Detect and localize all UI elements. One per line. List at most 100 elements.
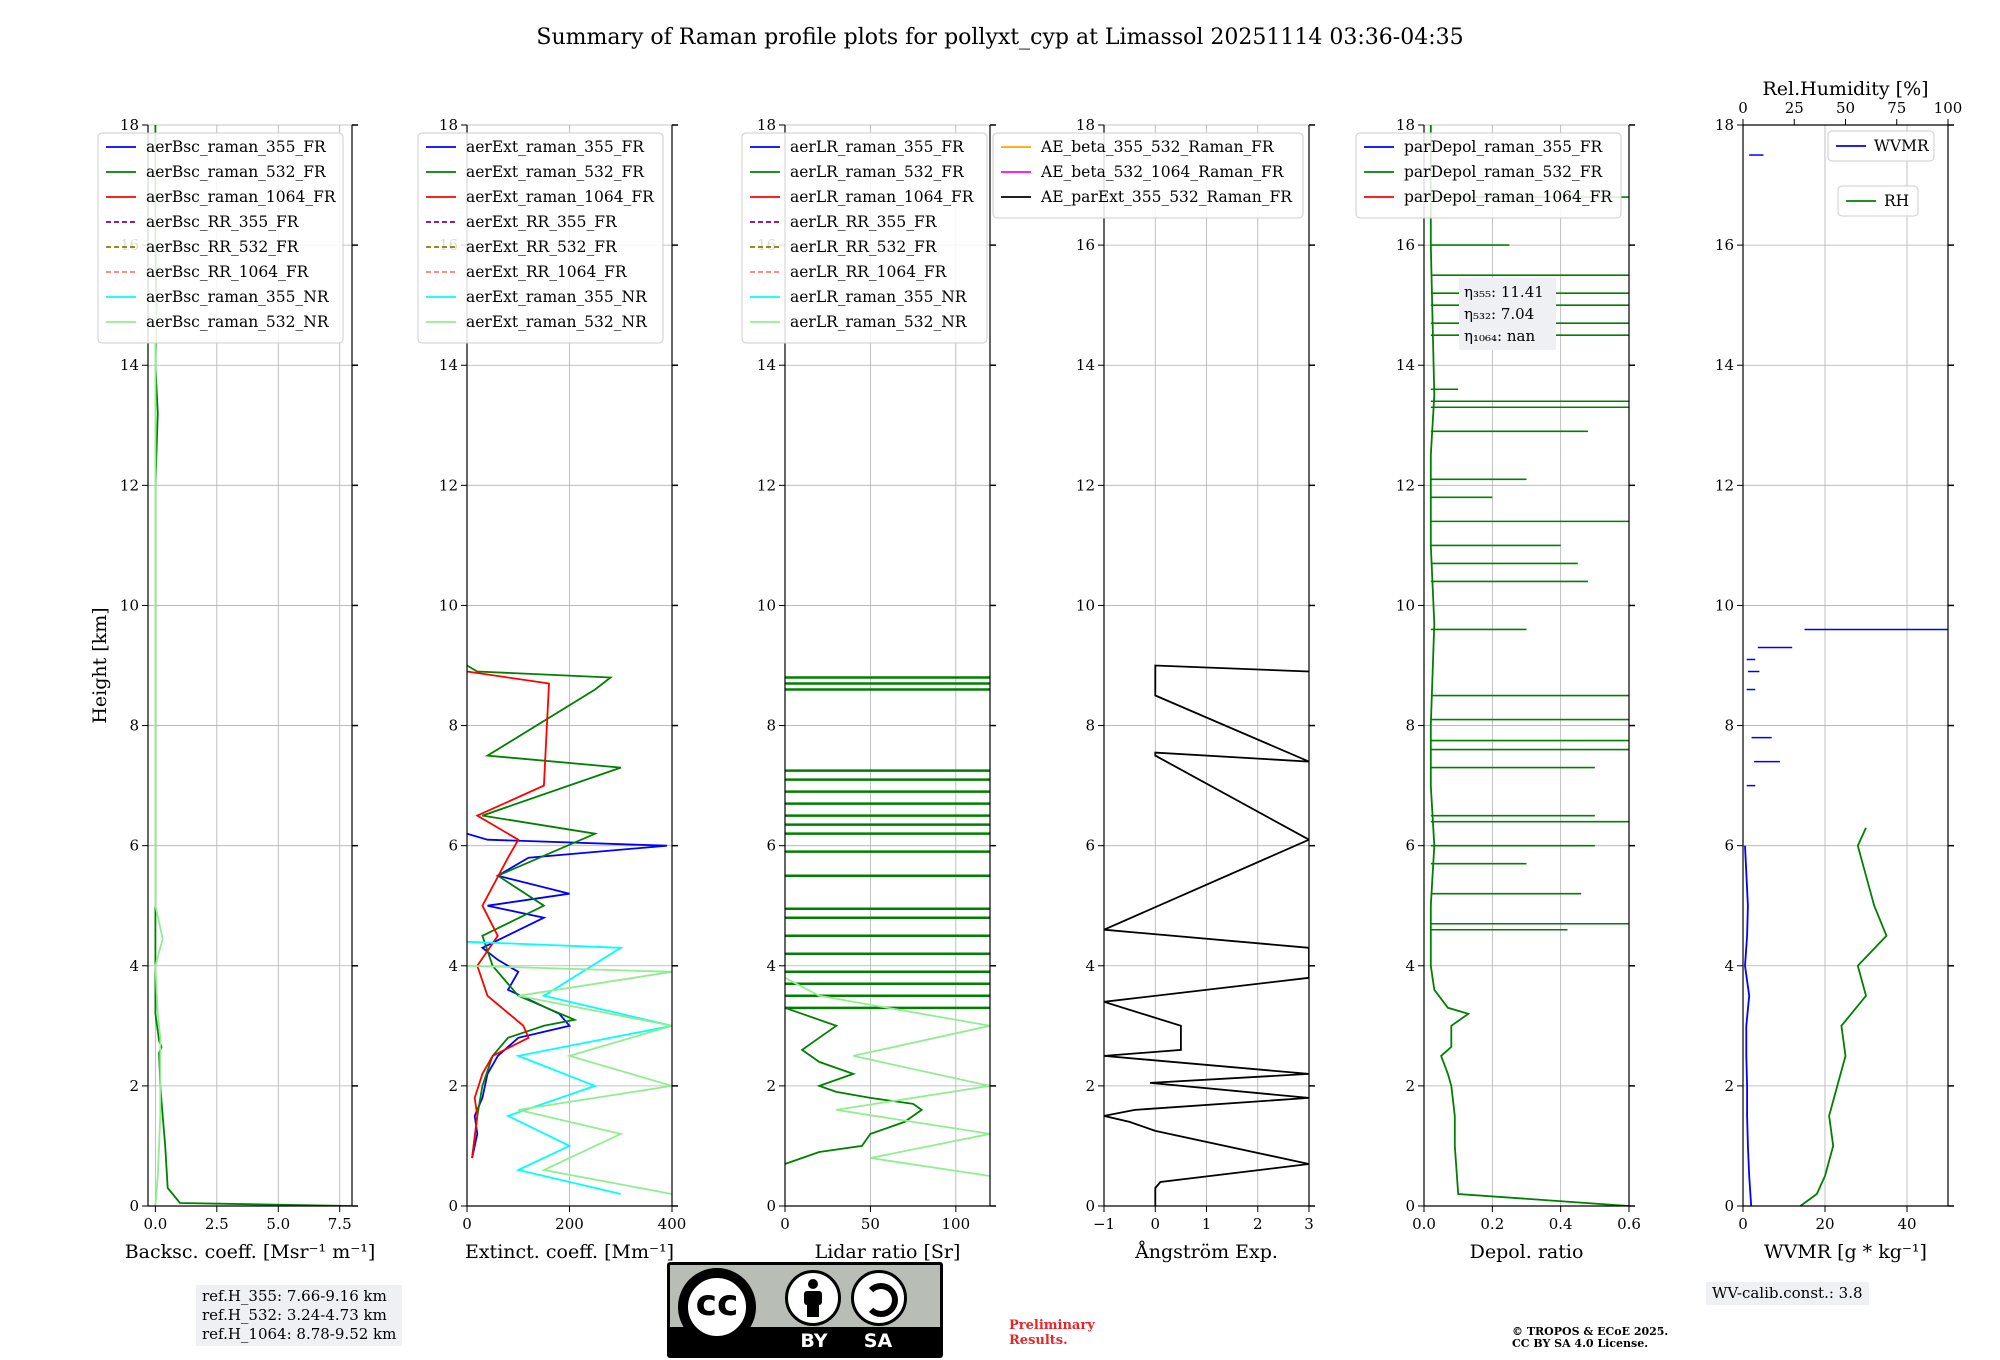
y-tick-label: 18 bbox=[1396, 116, 1415, 134]
legend-label: aerBsc_raman_532_FR bbox=[146, 163, 327, 181]
x-tick-label: 400 bbox=[658, 1215, 687, 1233]
y-tick-label: 14 bbox=[1715, 356, 1734, 374]
y-tick-label: 0 bbox=[448, 1197, 458, 1215]
y-tick-label: 18 bbox=[1715, 116, 1734, 134]
y-tick-label: 10 bbox=[1076, 596, 1095, 614]
y-tick-label: 2 bbox=[1405, 1077, 1415, 1095]
y-tick-label: 10 bbox=[1715, 596, 1734, 614]
series-aerExt_raman_355_FR bbox=[467, 832, 667, 1159]
x-tick-label: 20 bbox=[1815, 1215, 1834, 1233]
ref-h-532: ref.H_532: 3.24-4.73 km bbox=[202, 1306, 387, 1324]
x-tick-label: 40 bbox=[1897, 1215, 1916, 1233]
legend-label: parDepol_raman_355_FR bbox=[1404, 138, 1604, 156]
x-tick-label: 7.5 bbox=[328, 1215, 352, 1233]
y-tick-label: 4 bbox=[1724, 957, 1734, 975]
eta-annotation-box bbox=[1459, 278, 1556, 350]
legend-label: aerLR_raman_355_FR bbox=[790, 138, 965, 156]
x-tick-label: −1 bbox=[1093, 1215, 1115, 1233]
y-tick-label: 6 bbox=[1405, 837, 1415, 855]
y-tick-label: 12 bbox=[757, 476, 776, 494]
y-tick-label: 12 bbox=[1715, 476, 1734, 494]
y-tick-label: 12 bbox=[1076, 476, 1095, 494]
x-tick-label: 0.0 bbox=[1412, 1215, 1436, 1233]
x-axis-label: Extinct. coeff. [Mm⁻¹] bbox=[465, 1241, 674, 1263]
plot-area bbox=[154, 125, 352, 1206]
y-tick-label: 8 bbox=[448, 717, 458, 735]
reference-height-note: ref.H_355: 7.66-9.16 km ref.H_532: 3.24-… bbox=[196, 1285, 403, 1346]
x-tick-label: 1 bbox=[1202, 1215, 1212, 1233]
figure-title: Summary of Raman profile plots for polly… bbox=[536, 25, 1463, 50]
y-tick-label: 18 bbox=[757, 116, 776, 134]
y-tick-label: 2 bbox=[766, 1077, 776, 1095]
y-tick-label: 2 bbox=[1085, 1077, 1095, 1095]
wv-calibration-note: WV-calib.const.: 3.8 bbox=[1706, 1282, 1869, 1305]
series-aerLR_raman_532_FR bbox=[785, 1006, 924, 1165]
y-tick-label: 8 bbox=[766, 717, 776, 735]
legend-label: aerBsc_raman_355_FR bbox=[146, 138, 327, 156]
series-parDepol_raman_532_FR bbox=[1429, 125, 1629, 1206]
legend-label: aerBsc_raman_1064_FR bbox=[146, 188, 337, 206]
legend-label: aerExt_raman_532_FR bbox=[466, 163, 645, 181]
x-tick-label: 0 bbox=[780, 1215, 790, 1233]
y-tick-label: 8 bbox=[1085, 717, 1095, 735]
top-x-tick-label: 25 bbox=[1785, 99, 1804, 117]
legend-label: AE_beta_355_532_Raman_FR bbox=[1040, 138, 1275, 156]
x-axis-label: Ångström Exp. bbox=[1134, 1241, 1278, 1263]
y-tick-label: 18 bbox=[439, 116, 458, 134]
x-tick-label: 3 bbox=[1304, 1215, 1314, 1233]
y-tick-label: 16 bbox=[1076, 236, 1095, 254]
series-aerExt_raman_532_FR bbox=[467, 664, 622, 1159]
eta-annotation: η₁₀₆₄: nan bbox=[1464, 327, 1535, 345]
y-tick-label: 2 bbox=[1724, 1077, 1734, 1095]
y-axis-label: Height [km] bbox=[89, 607, 111, 723]
copyright-line-2: CC BY SA 4.0 License. bbox=[1512, 1337, 1649, 1350]
y-tick-label: 12 bbox=[439, 476, 458, 494]
y-tick-label: 2 bbox=[448, 1077, 458, 1095]
legend-box bbox=[992, 132, 1304, 219]
y-tick-label: 10 bbox=[1396, 596, 1415, 614]
legend-label: RH bbox=[1884, 192, 1909, 210]
x-tick-label: 100 bbox=[942, 1215, 971, 1233]
legend-label: aerExt_RR_355_FR bbox=[466, 213, 618, 231]
legend-label: WVMR bbox=[1874, 137, 1930, 155]
y-tick-label: 4 bbox=[766, 957, 776, 975]
legend-label: aerExt_RR_532_FR bbox=[466, 238, 618, 256]
y-tick-label: 14 bbox=[120, 356, 139, 374]
series-aerExt_raman_532_NR bbox=[467, 964, 672, 1195]
x-tick-label: 0.2 bbox=[1480, 1215, 1504, 1233]
series-WVMR bbox=[1744, 845, 1753, 1206]
legend-label: aerBsc_RR_1064_FR bbox=[146, 263, 310, 281]
sa-share-icon bbox=[851, 1270, 907, 1326]
eta-annotation: η₅₃₂: 7.04 bbox=[1464, 305, 1534, 323]
y-tick-label: 16 bbox=[1396, 236, 1415, 254]
legend-label: aerLR_RR_355_FR bbox=[790, 213, 938, 231]
y-tick-label: 0 bbox=[1405, 1197, 1415, 1215]
preliminary-line-1: Preliminary bbox=[1009, 1318, 1095, 1333]
y-tick-label: 6 bbox=[766, 837, 776, 855]
y-tick-label: 12 bbox=[120, 476, 139, 494]
y-tick-label: 12 bbox=[1396, 476, 1415, 494]
by-label: BY bbox=[800, 1330, 828, 1352]
legend-label: parDepol_raman_1064_FR bbox=[1404, 188, 1613, 206]
series-RH bbox=[1799, 827, 1888, 1206]
y-tick-label: 6 bbox=[1085, 837, 1095, 855]
y-tick-label: 4 bbox=[1405, 957, 1415, 975]
y-tick-label: 0 bbox=[766, 1197, 776, 1215]
by-person-icon bbox=[785, 1270, 841, 1326]
ref-h-1064: ref.H_1064: 8.78-9.52 km bbox=[202, 1325, 397, 1343]
y-tick-label: 14 bbox=[1396, 356, 1415, 374]
legend-box bbox=[417, 132, 664, 344]
copyright-line-1: © TROPOS & ECoE 2025. bbox=[1512, 1325, 1669, 1338]
plot-area bbox=[1744, 154, 1948, 1206]
top-x-tick-label: 50 bbox=[1836, 99, 1855, 117]
legend-label: aerLR_RR_1064_FR bbox=[790, 263, 948, 281]
y-tick-label: 8 bbox=[129, 717, 139, 735]
y-tick-label: 0 bbox=[1085, 1197, 1095, 1215]
legend-label: aerBsc_RR_532_FR bbox=[146, 238, 300, 256]
x-tick-label: 50 bbox=[861, 1215, 880, 1233]
legend-box bbox=[97, 132, 344, 344]
y-tick-label: 18 bbox=[1076, 116, 1095, 134]
legend-label: aerLR_raman_355_NR bbox=[790, 288, 968, 306]
